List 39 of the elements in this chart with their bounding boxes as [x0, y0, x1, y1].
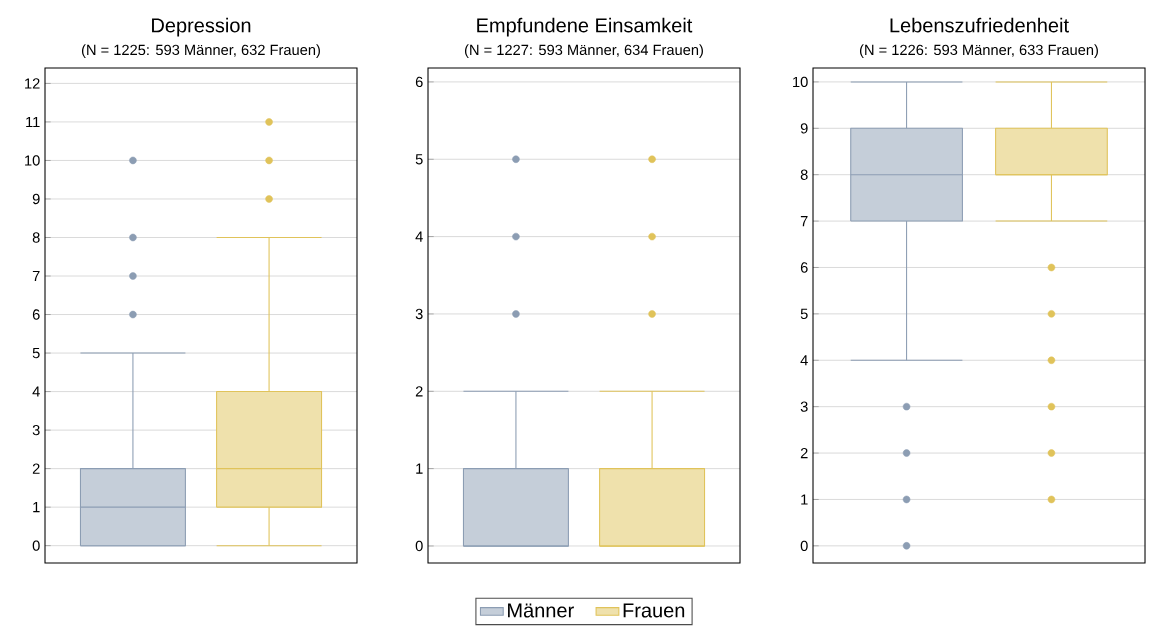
y-tick-label: 8 [32, 232, 40, 243]
y-tick-label: 9 [32, 193, 40, 205]
chart-subtitle: (N = 1226: 593 Männer, 633 Frauen) [859, 44, 1098, 58]
y-tick-label: 3 [800, 401, 808, 412]
y-tick-label: 7 [32, 270, 40, 282]
y-tick-label: 2 [415, 386, 423, 397]
y-tick-label: 5 [415, 154, 423, 165]
chart-title: Lebenszufriedenheit [890, 17, 1069, 33]
chart-title: Depression [152, 17, 251, 37]
y-tick-label: 10 [25, 155, 40, 166]
y-tick-label: 8 [800, 169, 808, 180]
y-tick-label: 2 [800, 447, 808, 459]
y-tick-label: 4 [800, 355, 808, 366]
legend-label: Männer [508, 603, 574, 618]
y-tick-label: 0 [32, 540, 40, 551]
y-tick-label: 9 [800, 123, 808, 134]
y-tick-label: 1 [801, 494, 808, 505]
y-tick-label: 5 [32, 347, 40, 359]
y-tick-label: 6 [32, 309, 40, 320]
y-tick-label: 0 [800, 540, 808, 552]
y-tick-label: 4 [32, 386, 40, 397]
y-tick-label: 6 [800, 262, 808, 273]
y-tick-label: 11 [26, 116, 40, 127]
y-tick-label: 5 [800, 308, 808, 319]
y-tick-label: 7 [800, 216, 808, 227]
y-tick-label: 6 [415, 76, 423, 88]
chart-subtitle: (N = 1227: 593 Männer, 634 Frauen) [464, 44, 703, 58]
y-tick-label: 10 [793, 76, 808, 88]
legend-label: Frauen [623, 603, 685, 618]
y-tick-label: 4 [415, 231, 423, 242]
y-tick-label: 3 [415, 308, 423, 320]
y-tick-label: 1 [416, 463, 423, 474]
chart-title: Empfundene Einsamkeit [477, 17, 693, 37]
y-tick-label: 0 [415, 540, 423, 552]
y-tick-label: 3 [32, 424, 40, 436]
y-tick-label: 2 [32, 463, 40, 474]
y-tick-label: 1 [33, 502, 40, 513]
y-tick-label: 12 [25, 78, 40, 89]
chart-subtitle: (N = 1225: 593 Männer, 632 Frauen) [81, 44, 320, 58]
